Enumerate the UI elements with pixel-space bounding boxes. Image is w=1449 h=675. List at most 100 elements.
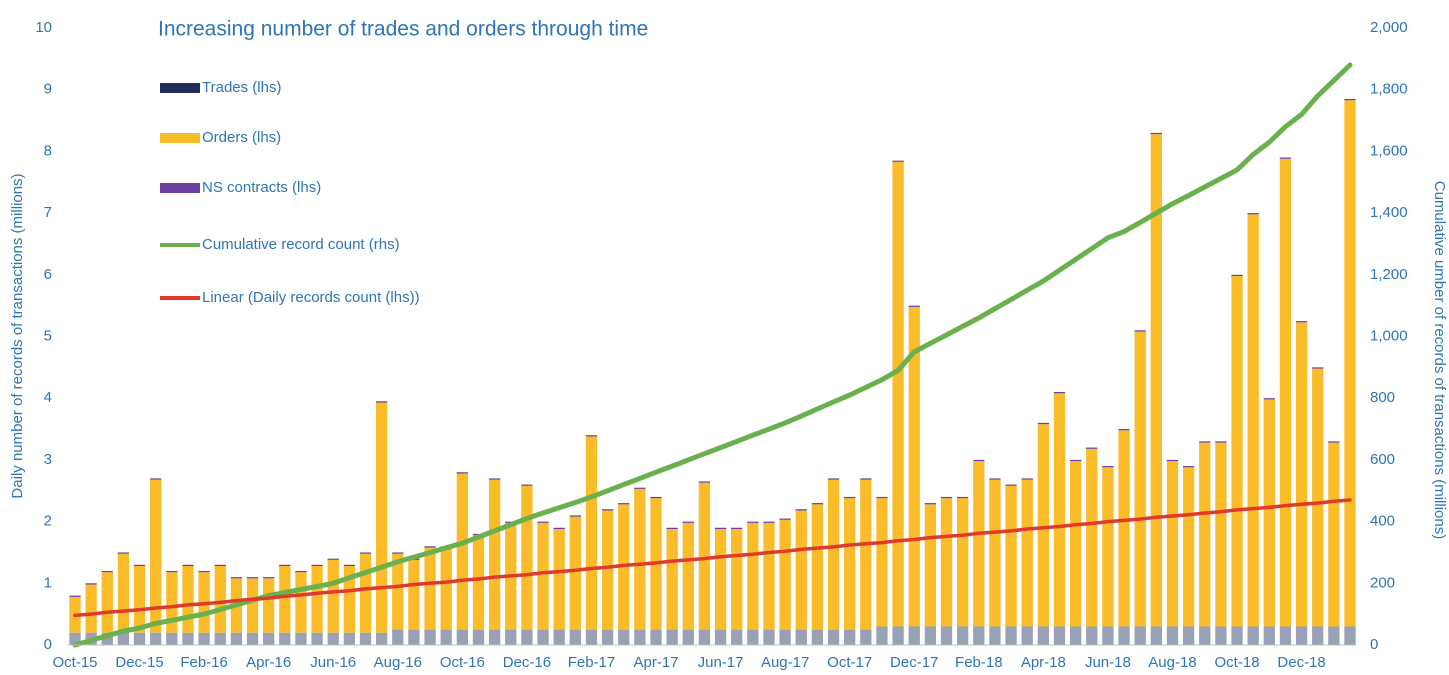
bar-0: [779, 629, 791, 645]
bar-0: [1328, 626, 1340, 645]
legend-swatch: [160, 133, 200, 143]
bar-1: [714, 529, 727, 630]
bar-0: [1199, 626, 1211, 645]
bar-2: [182, 564, 194, 567]
bar-1: [569, 516, 581, 630]
bar-0: [601, 629, 614, 645]
x-tick-label: Dec-18: [1277, 654, 1325, 671]
bar-1: [1166, 461, 1179, 627]
bar-0: [537, 629, 549, 645]
bar-0: [1344, 626, 1356, 645]
bar-1: [892, 161, 904, 627]
bar-1: [117, 553, 130, 633]
bar-2: [279, 564, 291, 567]
bar-2: [860, 478, 872, 480]
bar-1: [1118, 430, 1130, 627]
bar-2: [1182, 466, 1195, 468]
bar-2: [1069, 459, 1082, 462]
x-tick-label: Dec-15: [115, 654, 163, 671]
bar-1: [424, 547, 436, 630]
y2-tick-label: 1,200: [1370, 266, 1408, 283]
bar-2: [957, 496, 969, 499]
x-tick-label: Apr-17: [633, 654, 678, 671]
bar-1: [666, 529, 678, 630]
bar-1: [1005, 485, 1017, 627]
legend-swatch: [160, 83, 200, 93]
bar-0: [327, 632, 339, 645]
bar-2: [650, 496, 662, 499]
bar-2: [521, 484, 533, 486]
x-tick-label: Oct-17: [827, 654, 872, 671]
bar-2: [150, 478, 162, 480]
bar-1: [763, 522, 775, 630]
bar-0: [263, 632, 275, 645]
bar-1: [1021, 479, 1033, 627]
bar-1: [585, 436, 598, 630]
x-tick-label: Oct-16: [440, 654, 485, 671]
x-tick-label: Apr-18: [1021, 654, 1066, 671]
bars: [69, 98, 1356, 645]
bar-2: [666, 527, 678, 530]
bar-2: [1150, 132, 1162, 135]
bar-0: [456, 629, 468, 645]
y-tick-label: 2: [44, 513, 52, 530]
bar-1: [698, 482, 711, 630]
bar-2: [295, 570, 307, 573]
bar-0: [1295, 626, 1308, 645]
bar-2: [246, 577, 259, 579]
y-tick-label: 7: [44, 204, 52, 221]
bar-0: [1005, 626, 1017, 645]
bar-0: [440, 629, 452, 645]
bar-0: [634, 629, 646, 645]
bar-2: [1215, 441, 1227, 443]
bar-2: [1247, 213, 1259, 215]
bar-2: [1134, 330, 1146, 332]
bar-0: [1312, 626, 1324, 645]
bar-0: [1166, 626, 1179, 645]
bar-2: [133, 564, 146, 567]
bar-0: [569, 629, 581, 645]
bar-0: [1215, 626, 1227, 645]
bar-1: [682, 522, 694, 630]
bar-1: [133, 566, 146, 633]
line-3: [72, 62, 1353, 648]
bar-0: [747, 629, 759, 645]
bar-0: [666, 629, 678, 645]
bar-1: [940, 498, 953, 627]
bar-1: [1069, 461, 1082, 627]
y2-tick-label: 200: [1370, 574, 1395, 591]
bar-2: [1118, 429, 1130, 431]
bar-2: [763, 521, 775, 523]
bar-0: [392, 629, 404, 645]
x-tick-label: Feb-17: [568, 654, 616, 671]
x-tick-label: Apr-16: [246, 654, 291, 671]
bar-1: [214, 566, 226, 633]
legend-label: Orders (lhs): [202, 129, 281, 146]
bar-0: [230, 632, 243, 645]
bar-0: [860, 629, 872, 645]
bar-1: [521, 485, 533, 630]
y2-tick-label: 800: [1370, 389, 1395, 406]
bar-1: [827, 479, 840, 630]
x-tick-label: Dec-16: [503, 654, 551, 671]
bar-1: [537, 522, 549, 630]
y-tick-label: 4: [44, 389, 52, 406]
bar-1: [311, 566, 323, 633]
bar-1: [85, 584, 97, 633]
bar-0: [182, 632, 194, 645]
bar-2: [1102, 466, 1114, 468]
bar-0: [198, 632, 210, 645]
bar-0: [1086, 626, 1098, 645]
bar-2: [488, 478, 501, 480]
bar-0: [214, 632, 226, 645]
bar-1: [779, 519, 791, 630]
bar-0: [698, 629, 711, 645]
bar-0: [1037, 626, 1050, 645]
bar-2: [1328, 441, 1340, 443]
bar-0: [989, 626, 1001, 645]
bar-2: [973, 459, 985, 462]
bar-0: [714, 629, 727, 645]
bar-2: [779, 518, 791, 520]
